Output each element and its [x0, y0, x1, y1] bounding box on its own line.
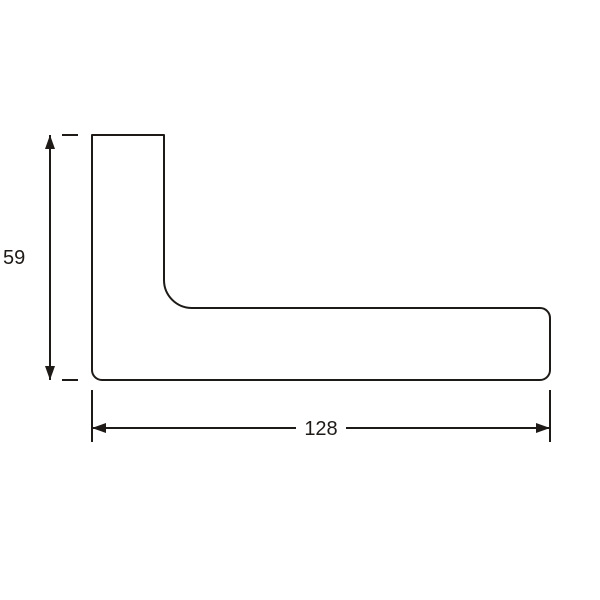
- dimension-width: 128: [92, 390, 550, 442]
- arrowhead-up-icon: [45, 135, 55, 149]
- arrowhead-down-icon: [45, 366, 55, 380]
- dimension-width-label: 128: [304, 418, 337, 440]
- dimension-height: 59: [3, 135, 78, 380]
- dimensioned-drawing: 59 128: [0, 0, 600, 600]
- arrowhead-left-icon: [92, 423, 106, 433]
- handle-outline: [92, 135, 550, 380]
- arrowhead-right-icon: [536, 423, 550, 433]
- dimension-height-label: 59: [3, 247, 25, 269]
